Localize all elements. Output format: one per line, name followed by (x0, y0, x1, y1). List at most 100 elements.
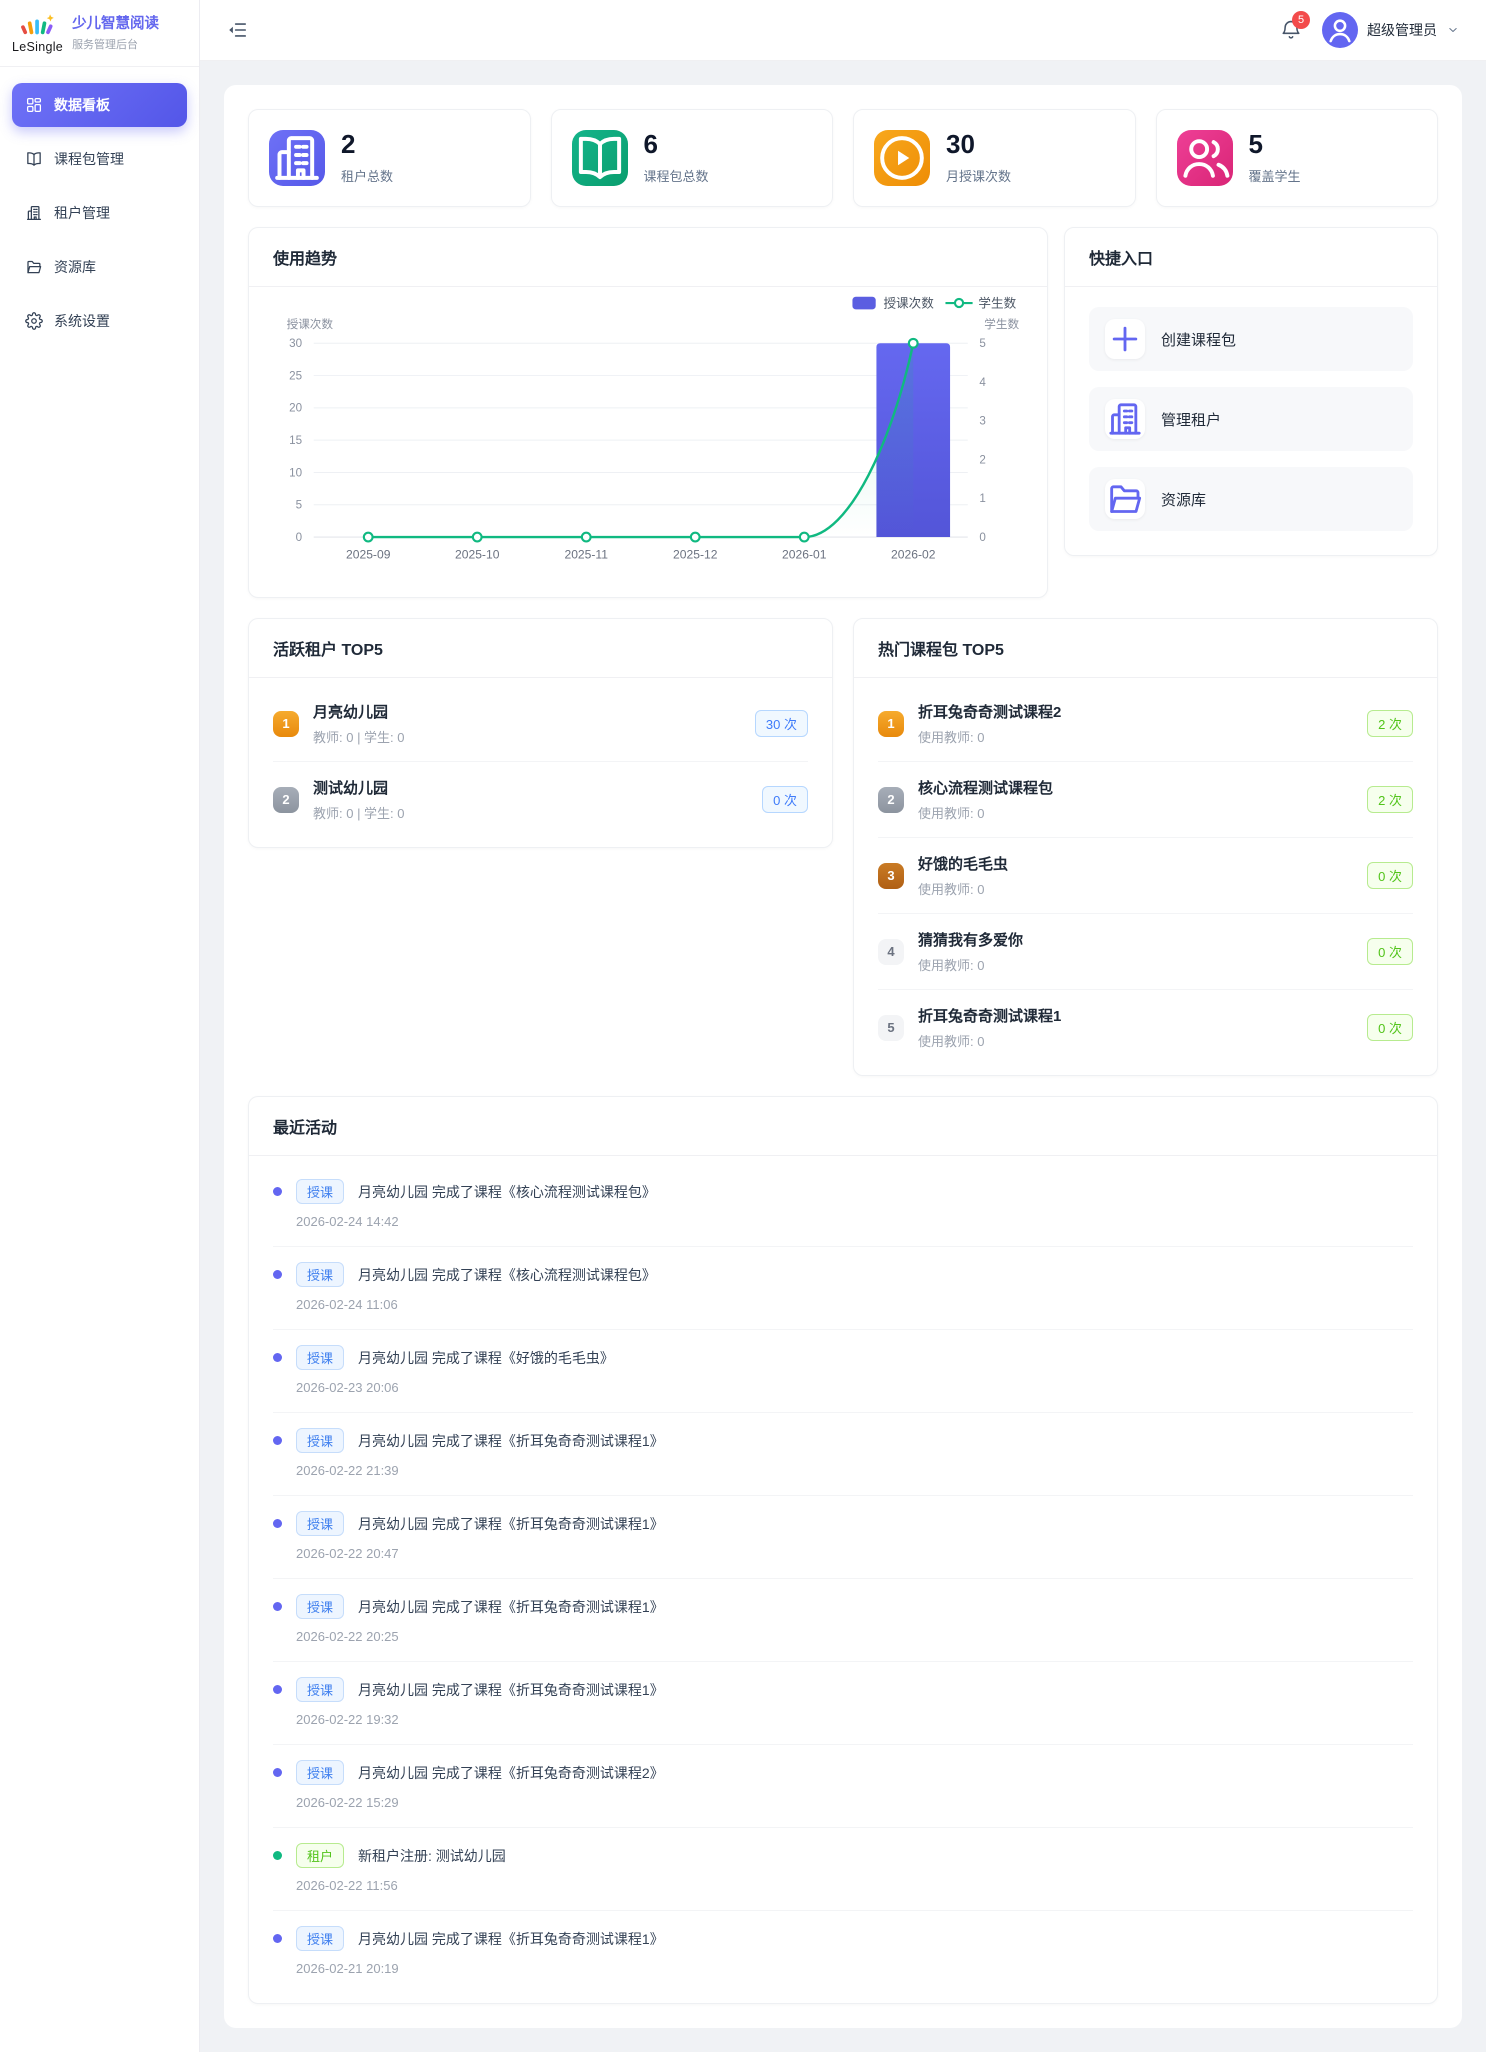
svg-text:2026-01: 2026-01 (782, 547, 827, 561)
stat-card: 6 课程包总数 (550, 109, 833, 207)
sidebar-item-settings[interactable]: 系统设置 (12, 299, 187, 343)
activity-text: 月亮幼儿园 完成了课程《核心流程测试课程包》 (358, 1266, 656, 1283)
user-menu[interactable]: 超级管理员 (1322, 12, 1460, 48)
activity-dot (273, 1436, 282, 1446)
rank-badge: 2 (878, 786, 904, 813)
quick-entry-item[interactable]: 资源库 (1089, 467, 1413, 531)
rank-badge: 3 (878, 862, 904, 889)
activity-text: 月亮幼儿园 完成了课程《折耳兔奇奇测试课程1》 (358, 1598, 664, 1615)
stat-label: 租户总数 (341, 168, 394, 184)
item-meta: 使用教师: 0 (918, 958, 985, 974)
count-badge: 2 次 (1367, 710, 1413, 738)
top-tenants-list: 1 月亮幼儿园 教师: 0 | 学生: 0 30 次 2 测试幼儿园 教师: 0… (249, 678, 832, 847)
svg-text:5: 5 (296, 499, 302, 512)
item-meta: 使用教师: 0 (918, 882, 985, 898)
top-tenants-title: 活跃租户 TOP5 (249, 619, 832, 679)
dashboard-icon (25, 96, 43, 114)
building-icon (1105, 399, 1145, 439)
stat-card: 5 覆盖学生 (1155, 109, 1438, 207)
svg-text:2025-11: 2025-11 (564, 547, 608, 561)
stat-label: 月授课次数 (946, 168, 1012, 184)
item-name: 测试幼儿园 (313, 780, 389, 798)
activity-time: 2026-02-22 20:47 (296, 1546, 399, 1562)
activity-time: 2026-02-22 11:56 (296, 1878, 398, 1894)
sidebar-item-tenants[interactable]: 租户管理 (12, 191, 187, 235)
activity-text: 月亮幼儿园 完成了课程《折耳兔奇奇测试课程1》 (358, 1515, 664, 1532)
chevron-down-icon (1446, 23, 1460, 37)
svg-text:5: 5 (979, 337, 985, 350)
svg-text:15: 15 (289, 434, 302, 447)
activity-item: 租户 新租户注册: 测试幼儿园 2026-02-22 11:56 (273, 1828, 1413, 1912)
activity-tag: 授课 (296, 1926, 345, 1952)
item-meta: 使用教师: 0 (918, 730, 985, 746)
top-tenants-card: 活跃租户 TOP5 1 月亮幼儿园 教师: 0 | 学生: 0 30 次 2 测… (248, 618, 833, 849)
activity-item: 授课 月亮幼儿园 完成了课程《折耳兔奇奇测试课程1》 2026-02-21 20… (273, 1911, 1413, 1993)
activity-text: 月亮幼儿园 完成了课程《折耳兔奇奇测试课程1》 (358, 1681, 664, 1698)
svg-text:授课次数: 授课次数 (287, 317, 334, 331)
activity-dot (273, 1602, 282, 1612)
activity-tag: 授课 (296, 1428, 345, 1454)
activity-time: 2026-02-22 20:25 (296, 1629, 399, 1645)
activity-text: 新租户注册: 测试幼儿园 (358, 1847, 506, 1864)
item-meta: 教师: 0 | 学生: 0 (313, 730, 405, 746)
svg-text:2026-02: 2026-02 (891, 547, 936, 561)
quick-entry-item[interactable]: 创建课程包 (1089, 307, 1413, 371)
svg-text:30: 30 (289, 337, 302, 350)
quick-entry-card: 快捷入口 创建课程包 管理租户 资源库 (1064, 227, 1438, 556)
svg-text:2025-10: 2025-10 (455, 547, 500, 561)
collapse-sidebar-button[interactable] (226, 19, 248, 41)
activity-time: 2026-02-21 20:19 (296, 1961, 399, 1977)
activity-tag: 授课 (296, 1677, 345, 1703)
sidebar-item-courses[interactable]: 课程包管理 (12, 137, 187, 181)
sidebar-item-dashboard[interactable]: 数据看板 (12, 83, 187, 127)
activity-time: 2026-02-24 11:06 (296, 1297, 398, 1313)
avatar (1322, 12, 1358, 48)
svg-text:0: 0 (296, 531, 302, 544)
item-meta: 教师: 0 | 学生: 0 (313, 806, 405, 822)
svg-text:0: 0 (979, 531, 985, 544)
activity-item: 授课 月亮幼儿园 完成了课程《核心流程测试课程包》 2026-02-24 11:… (273, 1247, 1413, 1331)
quick-entry-title: 快捷入口 (1065, 228, 1437, 287)
students-icon (1176, 130, 1233, 186)
sidebar-menu: 数据看板 课程包管理 租户管理 资源库 系统设置 (0, 67, 199, 343)
svg-text:3: 3 (979, 415, 985, 428)
top-courses-title: 热门课程包 TOP5 (854, 619, 1437, 679)
activity-tag: 授课 (296, 1262, 345, 1288)
stat-value: 5 (1248, 129, 1263, 160)
quick-entry-list: 创建课程包 管理租户 资源库 (1065, 287, 1437, 555)
stat-card: 2 租户总数 (248, 109, 531, 207)
activity-time: 2026-02-22 15:29 (296, 1795, 399, 1811)
activity-time: 2026-02-22 19:32 (296, 1712, 399, 1728)
notifications-button[interactable]: 5 (1280, 11, 1310, 41)
list-item: 5 折耳兔奇奇测试课程1 使用教师: 0 0 次 (878, 990, 1413, 1065)
activity-text: 月亮幼儿园 完成了课程《折耳兔奇奇测试课程1》 (358, 1930, 664, 1947)
topbar: 5 超级管理员 (200, 0, 1486, 61)
stat-card: 30 月授课次数 (853, 109, 1136, 207)
app-subtitle: 服务管理后台 (72, 39, 139, 52)
item-name: 核心流程测试课程包 (918, 780, 1054, 798)
usage-trend-title: 使用趋势 (249, 228, 1047, 287)
activity-tag: 授课 (296, 1511, 345, 1537)
quick-entry-item[interactable]: 管理租户 (1089, 387, 1413, 451)
recent-activity-list: 授课 月亮幼儿园 完成了课程《核心流程测试课程包》 2026-02-24 14:… (249, 1156, 1437, 2003)
list-item: 3 好饿的毛毛虫 使用教师: 0 0 次 (878, 838, 1413, 915)
item-name: 好饿的毛毛虫 (918, 856, 1009, 874)
stat-label: 覆盖学生 (1248, 168, 1301, 184)
activity-item: 授课 月亮幼儿园 完成了课程《折耳兔奇奇测试课程1》 2026-02-22 20… (273, 1496, 1413, 1580)
count-badge: 0 次 (762, 786, 808, 814)
usage-trend-chart: 0 5 10 15 20 25 30 0 1 2 3 4 5 授课次数 学生数 2025-09 2025-10 2… (273, 289, 1023, 591)
sidebar-item-resources[interactable]: 资源库 (12, 245, 187, 289)
folder-icon (1105, 479, 1145, 519)
svg-text:学生数: 学生数 (984, 317, 1019, 331)
stat-label: 课程包总数 (643, 168, 709, 184)
svg-text:4: 4 (979, 376, 986, 389)
activity-text: 月亮幼儿园 完成了课程《核心流程测试课程包》 (358, 1183, 656, 1200)
quick-entry-label: 资源库 (1161, 491, 1207, 509)
top-courses-card: 热门课程包 TOP5 1 折耳兔奇奇测试课程2 使用教师: 0 2 次 2 核心… (853, 618, 1438, 1077)
stat-value: 2 (341, 129, 356, 160)
activity-text: 月亮幼儿园 完成了课程《折耳兔奇奇测试课程1》 (358, 1432, 664, 1449)
activity-time: 2026-02-22 21:39 (296, 1463, 399, 1479)
item-name: 折耳兔奇奇测试课程1 (918, 1008, 1062, 1026)
list-item: 1 折耳兔奇奇测试课程2 使用教师: 0 2 次 (878, 686, 1413, 763)
activity-text: 月亮幼儿园 完成了课程《折耳兔奇奇测试课程2》 (358, 1764, 664, 1781)
